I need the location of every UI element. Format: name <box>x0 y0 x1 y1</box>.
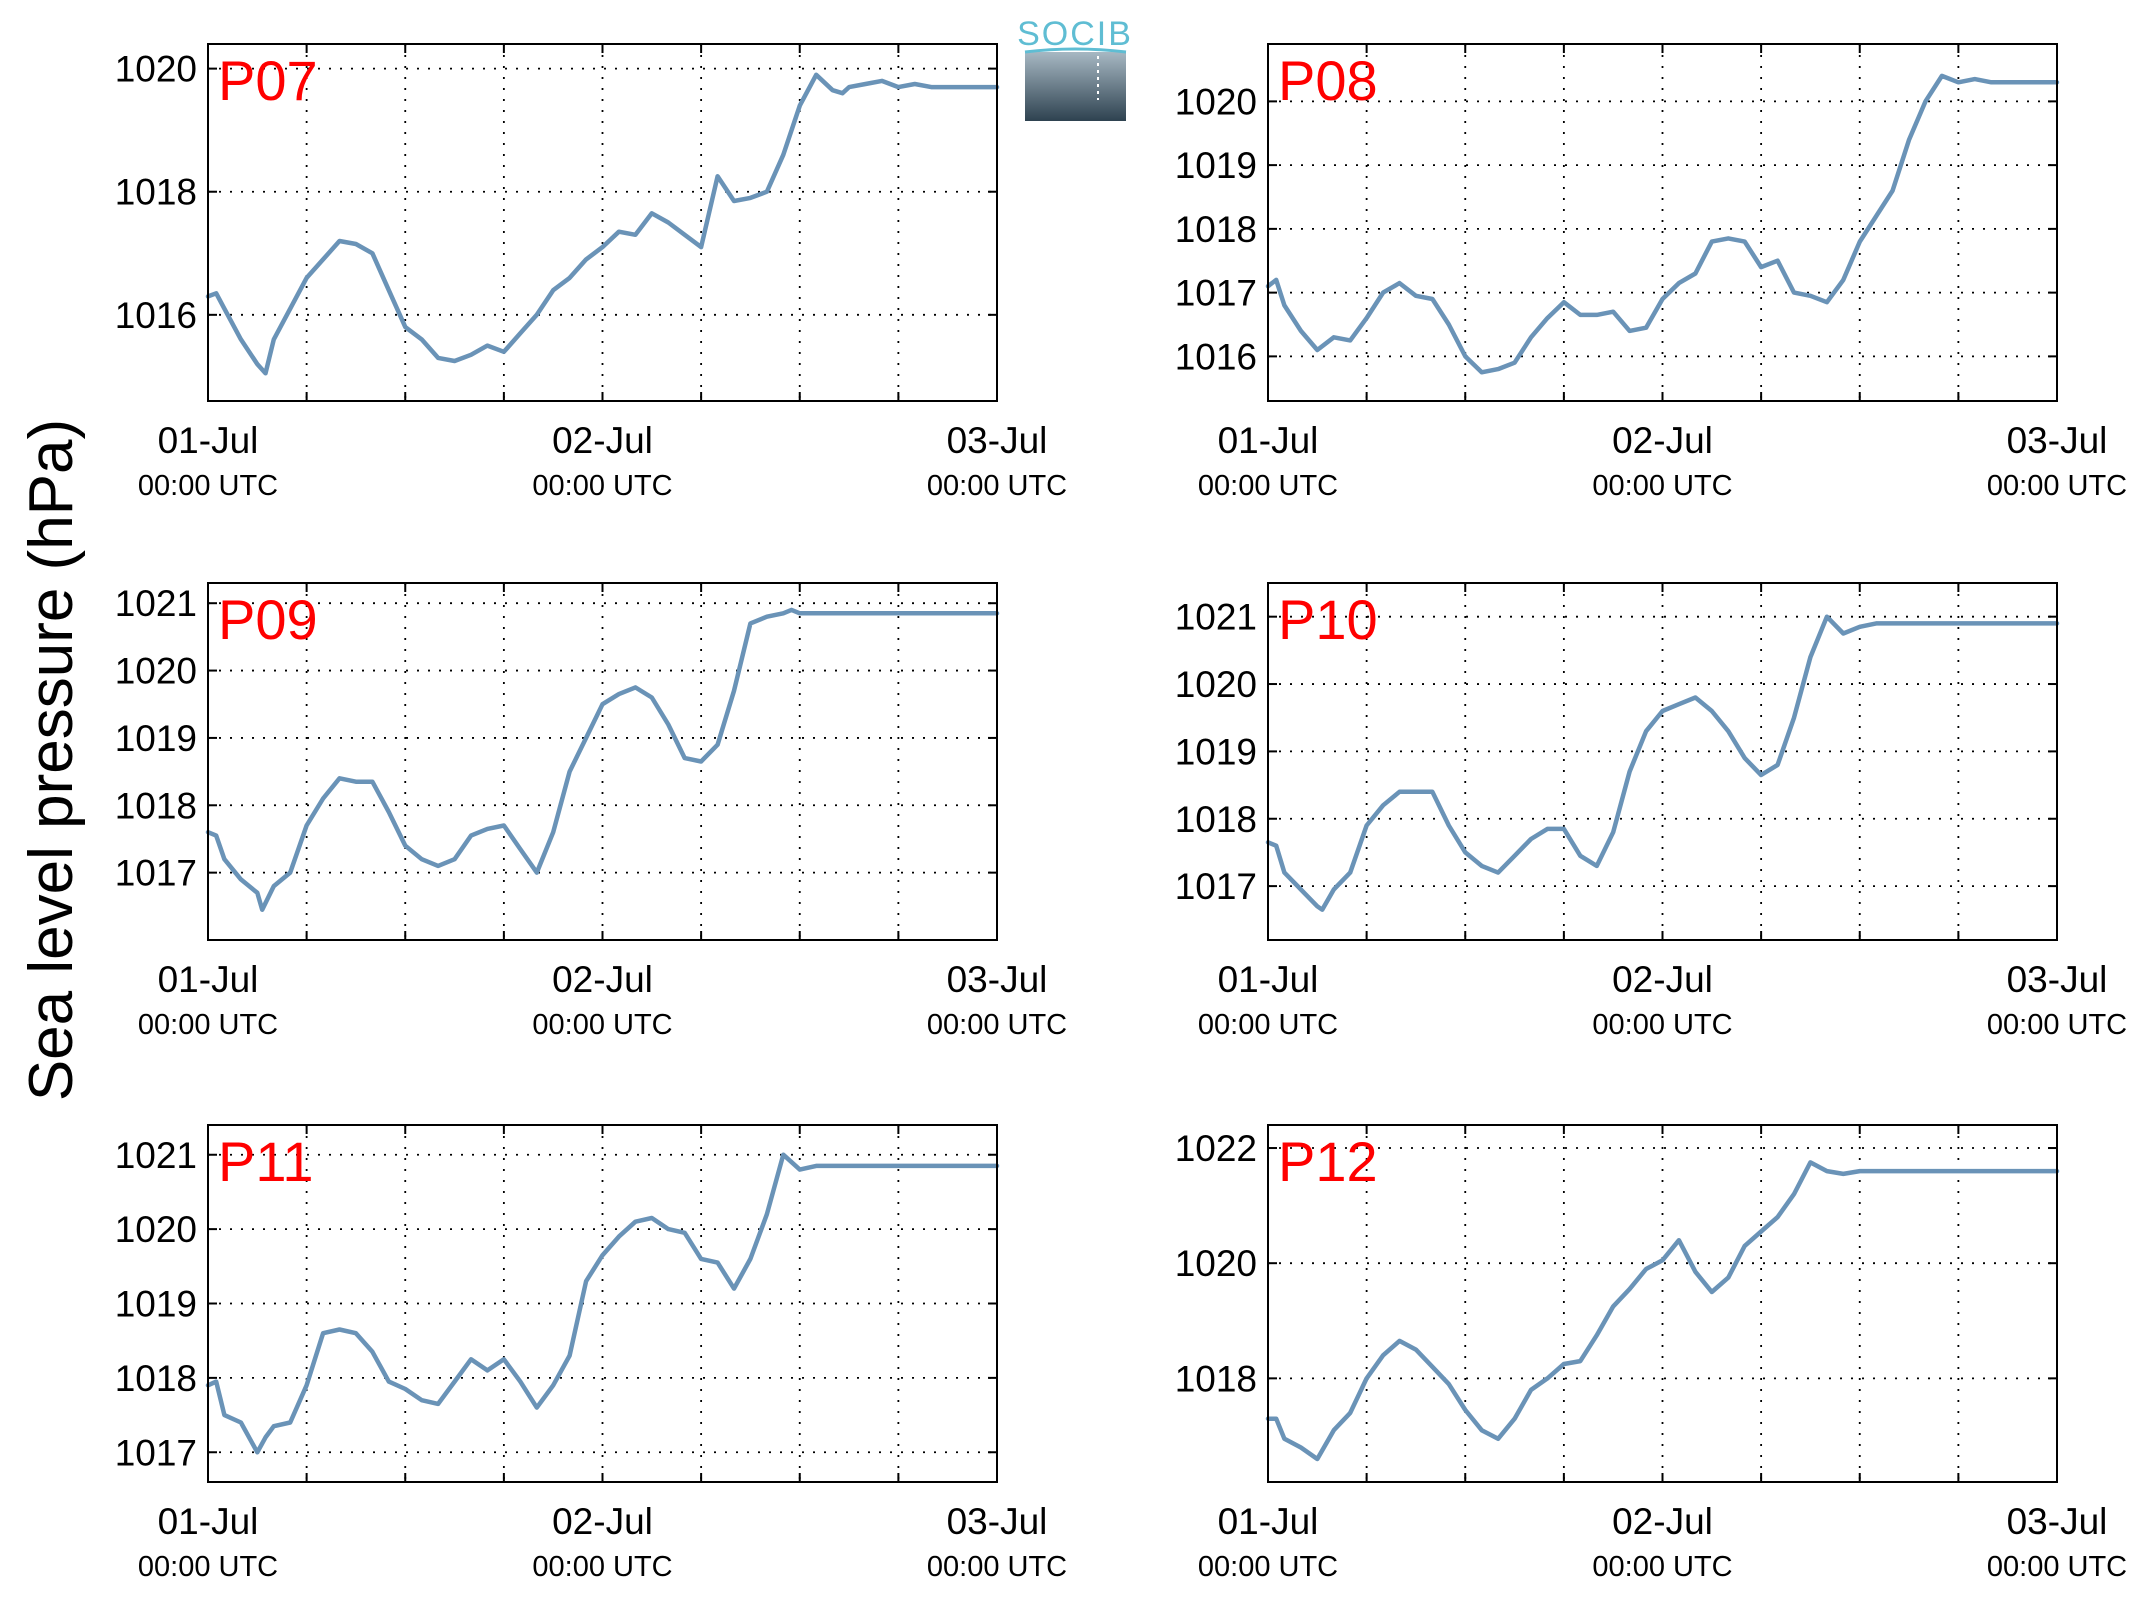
x-tick-date-label: 02-Jul <box>552 420 653 461</box>
series-line-p09 <box>205 607 1000 912</box>
y-axis-label: Sea level pressure (hPa) <box>17 419 86 1101</box>
y-tick-label: 1018 <box>115 1358 197 1399</box>
x-tick-date-label: 01-Jul <box>158 420 259 461</box>
axes-frame <box>1267 43 2058 402</box>
panel-p12: 1018 1020 1022 01-Jul 00:00 UTC 02-Jul 00:00 U… <box>1175 1124 2127 1583</box>
station-label: P11 <box>218 1130 313 1193</box>
x-tick-time-label: 00:00 UTC <box>927 1551 1067 1583</box>
y-tick-label: 1020 <box>115 49 197 90</box>
series-line-p10 <box>1265 614 2060 912</box>
x-tick-time-label: 00:00 UTC <box>138 470 278 502</box>
axes-frame <box>207 582 998 941</box>
socib-logo: SOCIB <box>1017 15 1133 121</box>
x-tick-time-label: 00:00 UTC <box>927 470 1067 502</box>
x-tick-time-label: 00:00 UTC <box>927 1009 1067 1041</box>
panel-p09: 1017 1018 1019 1020 1021 01-Jul 00:00 UTC 02-Ju… <box>115 582 1067 1041</box>
y-tick-label: 1018 <box>115 785 197 826</box>
y-tick-label: 1016 <box>1175 336 1257 377</box>
x-tick-time-label: 00:00 UTC <box>532 1551 672 1583</box>
y-tick-label: 1018 <box>1175 209 1257 250</box>
x-tick-time-label: 00:00 UTC <box>1592 470 1732 502</box>
x-tick-time-label: 00:00 UTC <box>1987 1551 2127 1583</box>
x-tick-date-label: 02-Jul <box>1612 420 1713 461</box>
x-tick-date-label: 02-Jul <box>552 959 653 1000</box>
x-tick-time-label: 00:00 UTC <box>1592 1551 1732 1583</box>
x-tick-date-label: 02-Jul <box>1612 1501 1713 1542</box>
axes-frame <box>1267 582 2058 941</box>
y-tick-label: 1019 <box>115 718 197 759</box>
y-tick-label: 1018 <box>1175 799 1257 840</box>
y-tick-label: 1020 <box>1175 1243 1257 1284</box>
y-tick-label: 1016 <box>115 295 197 336</box>
x-tick-date-label: 03-Jul <box>947 1501 1048 1542</box>
y-tick-label: 1021 <box>1175 597 1257 638</box>
socib-logo-block <box>1025 52 1126 121</box>
x-tick-time-label: 00:00 UTC <box>1987 1009 2127 1041</box>
x-tick-date-label: 01-Jul <box>158 959 259 1000</box>
series-line-p08 <box>1265 73 2060 375</box>
y-tick-label: 1022 <box>1175 1128 1257 1169</box>
axes-frame <box>1267 1124 2058 1483</box>
y-tick-label: 1019 <box>1175 145 1257 186</box>
x-tick-date-label: 03-Jul <box>947 420 1048 461</box>
station-label: P12 <box>1278 1130 1378 1193</box>
x-tick-time-label: 00:00 UTC <box>1198 1009 1338 1041</box>
x-tick-time-label: 00:00 UTC <box>1198 470 1338 502</box>
x-tick-date-label: 03-Jul <box>2007 1501 2108 1542</box>
y-tick-label: 1019 <box>1175 731 1257 772</box>
axes-frame <box>207 43 998 402</box>
panel-p11: 1017 1018 1019 1020 1021 01-Jul 00:00 UTC 02-Ju… <box>115 1124 1067 1583</box>
y-tick-label: 1020 <box>115 1209 197 1250</box>
series-line-p12 <box>1265 1160 2060 1462</box>
y-tick-label: 1018 <box>1175 1358 1257 1399</box>
axes-frame <box>207 1124 998 1483</box>
panel-p08: 1016 1017 1018 1019 1020 01-Jul 00:00 UTC 02-Ju… <box>1175 43 2127 502</box>
x-tick-date-label: 02-Jul <box>552 1501 653 1542</box>
y-tick-label: 1017 <box>115 853 197 894</box>
x-tick-time-label: 00:00 UTC <box>138 1551 278 1583</box>
y-tick-label: 1021 <box>115 1135 197 1176</box>
x-tick-date-label: 02-Jul <box>1612 959 1713 1000</box>
y-tick-label: 1017 <box>115 1432 197 1473</box>
station-label: P07 <box>218 49 318 112</box>
station-label: P08 <box>1278 49 1378 112</box>
socib-logo-text: SOCIB <box>1017 15 1133 53</box>
x-tick-date-label: 01-Jul <box>1218 1501 1319 1542</box>
y-tick-label: 1021 <box>115 583 197 624</box>
y-tick-label: 1017 <box>1175 273 1257 314</box>
x-tick-date-label: 01-Jul <box>1218 420 1319 461</box>
x-tick-date-label: 03-Jul <box>2007 420 2108 461</box>
series-line-p07 <box>205 72 1000 376</box>
y-tick-label: 1018 <box>115 172 197 213</box>
y-tick-label: 1019 <box>115 1284 197 1325</box>
x-tick-date-label: 03-Jul <box>2007 959 2108 1000</box>
series-line-p11 <box>205 1152 1000 1455</box>
x-tick-date-label: 01-Jul <box>158 1501 259 1542</box>
station-label: P09 <box>218 588 318 651</box>
x-tick-time-label: 00:00 UTC <box>1592 1009 1732 1041</box>
x-tick-date-label: 01-Jul <box>1218 959 1319 1000</box>
x-tick-date-label: 03-Jul <box>947 959 1048 1000</box>
y-tick-label: 1020 <box>1175 664 1257 705</box>
x-tick-time-label: 00:00 UTC <box>532 1009 672 1041</box>
x-tick-time-label: 00:00 UTC <box>1987 470 2127 502</box>
panel-p10: 1017 1018 1019 1020 1021 01-Jul 00:00 UTC 02-Ju… <box>1175 582 2127 1041</box>
x-tick-time-label: 00:00 UTC <box>138 1009 278 1041</box>
x-tick-time-label: 00:00 UTC <box>532 470 672 502</box>
panel-p07: 1016 1018 1020 01-Jul 00:00 UTC 02-Jul 00:00 U… <box>115 43 1067 502</box>
station-label: P10 <box>1278 588 1378 651</box>
y-tick-label: 1020 <box>1175 81 1257 122</box>
y-tick-label: 1020 <box>115 651 197 692</box>
y-tick-label: 1017 <box>1175 866 1257 907</box>
x-tick-time-label: 00:00 UTC <box>1198 1551 1338 1583</box>
